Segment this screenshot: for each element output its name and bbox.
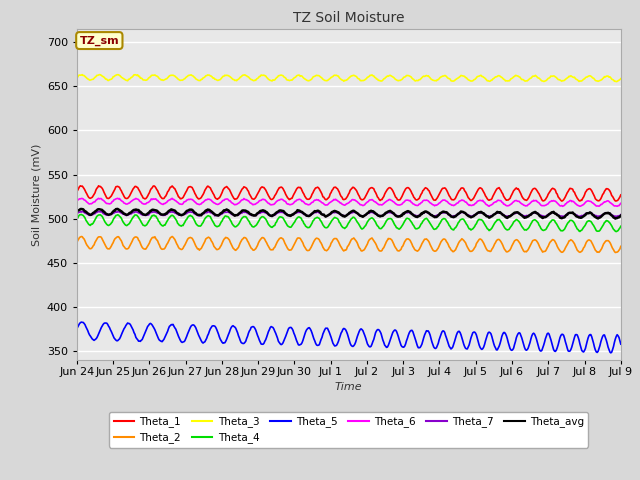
Theta_7 <box>484 213 492 219</box>
Theta_7 <box>467 214 475 219</box>
Theta_1 <box>617 192 625 198</box>
Theta_5 <box>73 326 81 332</box>
Theta_2 <box>617 243 625 249</box>
Theta_3 <box>612 79 620 84</box>
Theta_4 <box>214 224 221 229</box>
Line: Theta_2: Theta_2 <box>77 237 621 252</box>
Theta_2 <box>611 250 619 255</box>
Theta_avg <box>611 216 619 221</box>
Theta_1 <box>320 194 328 200</box>
Theta_avg <box>73 209 81 215</box>
Theta_2 <box>483 247 491 253</box>
Theta_1 <box>170 185 178 191</box>
Theta_7 <box>394 214 402 219</box>
Theta_2 <box>437 239 445 245</box>
Theta_avg <box>437 210 445 216</box>
Theta_avg <box>214 212 221 218</box>
Theta_avg <box>617 213 625 218</box>
Theta_avg <box>483 214 491 219</box>
Theta_4 <box>77 212 85 217</box>
Theta_1 <box>394 197 402 203</box>
Title: TZ Soil Moisture: TZ Soil Moisture <box>293 11 404 25</box>
Theta_7 <box>79 208 86 214</box>
Theta_4 <box>483 226 491 231</box>
Theta_6 <box>214 202 221 207</box>
Line: Theta_4: Theta_4 <box>77 215 621 231</box>
Line: Theta_1: Theta_1 <box>77 186 621 201</box>
Theta_1 <box>73 189 81 194</box>
Theta_1 <box>214 196 221 202</box>
Theta_7 <box>214 213 221 219</box>
Theta_avg <box>114 206 122 212</box>
Theta_6 <box>483 202 491 208</box>
Theta_4 <box>320 223 328 229</box>
Theta_1 <box>95 183 102 189</box>
Theta_5 <box>214 329 221 335</box>
Theta_3 <box>483 78 491 84</box>
Theta_6 <box>394 202 402 208</box>
Theta_2 <box>214 247 221 252</box>
Legend: Theta_1, Theta_2, Theta_3, Theta_4, Theta_5, Theta_6, Theta_7, Theta_avg: Theta_1, Theta_2, Theta_3, Theta_4, Thet… <box>109 412 588 447</box>
Theta_3 <box>95 72 103 77</box>
Theta_7 <box>437 210 445 216</box>
Theta_6 <box>617 201 625 206</box>
Theta_7 <box>73 210 81 216</box>
Theta_6 <box>320 201 328 207</box>
Theta_6 <box>73 198 81 204</box>
Line: Theta_3: Theta_3 <box>77 74 621 82</box>
Theta_1 <box>483 196 491 202</box>
Theta_5 <box>483 332 491 338</box>
Theta_1 <box>558 198 566 204</box>
Theta_3 <box>437 74 445 80</box>
Theta_5 <box>320 329 328 335</box>
Theta_6 <box>114 195 122 201</box>
Y-axis label: Soil Moisture (mV): Soil Moisture (mV) <box>31 143 41 246</box>
Theta_3 <box>214 78 221 84</box>
Theta_5 <box>607 350 614 356</box>
Theta_3 <box>320 77 328 83</box>
Theta_3 <box>170 73 178 79</box>
Theta_2 <box>168 234 176 240</box>
Theta_7 <box>320 213 328 218</box>
Theta_6 <box>559 204 566 209</box>
Theta_2 <box>170 236 178 241</box>
Theta_avg <box>320 212 328 217</box>
Theta_5 <box>437 332 445 337</box>
Theta_avg <box>170 207 178 213</box>
Theta_2 <box>320 246 328 252</box>
Theta_4 <box>170 214 178 220</box>
X-axis label: Time: Time <box>335 383 363 393</box>
Theta_3 <box>73 75 81 81</box>
Theta_6 <box>170 197 178 203</box>
Theta_1 <box>437 188 445 194</box>
Theta_4 <box>612 228 620 234</box>
Theta_4 <box>73 216 81 222</box>
Text: TZ_sm: TZ_sm <box>79 36 119 46</box>
Line: Theta_5: Theta_5 <box>77 322 621 353</box>
Theta_7 <box>170 209 178 215</box>
Theta_2 <box>73 240 81 246</box>
Line: Theta_avg: Theta_avg <box>77 209 621 218</box>
Line: Theta_7: Theta_7 <box>77 211 621 216</box>
Theta_5 <box>77 319 85 325</box>
Theta_4 <box>617 223 625 229</box>
Theta_avg <box>394 214 402 219</box>
Line: Theta_6: Theta_6 <box>77 198 621 206</box>
Theta_5 <box>170 324 178 329</box>
Theta_3 <box>394 78 402 84</box>
Theta_3 <box>617 76 625 82</box>
Theta_5 <box>617 341 625 347</box>
Theta_6 <box>437 199 445 204</box>
Theta_2 <box>394 248 402 254</box>
Theta_5 <box>394 334 402 339</box>
Theta_4 <box>394 226 402 232</box>
Theta_4 <box>437 218 445 224</box>
Theta_7 <box>617 212 625 217</box>
